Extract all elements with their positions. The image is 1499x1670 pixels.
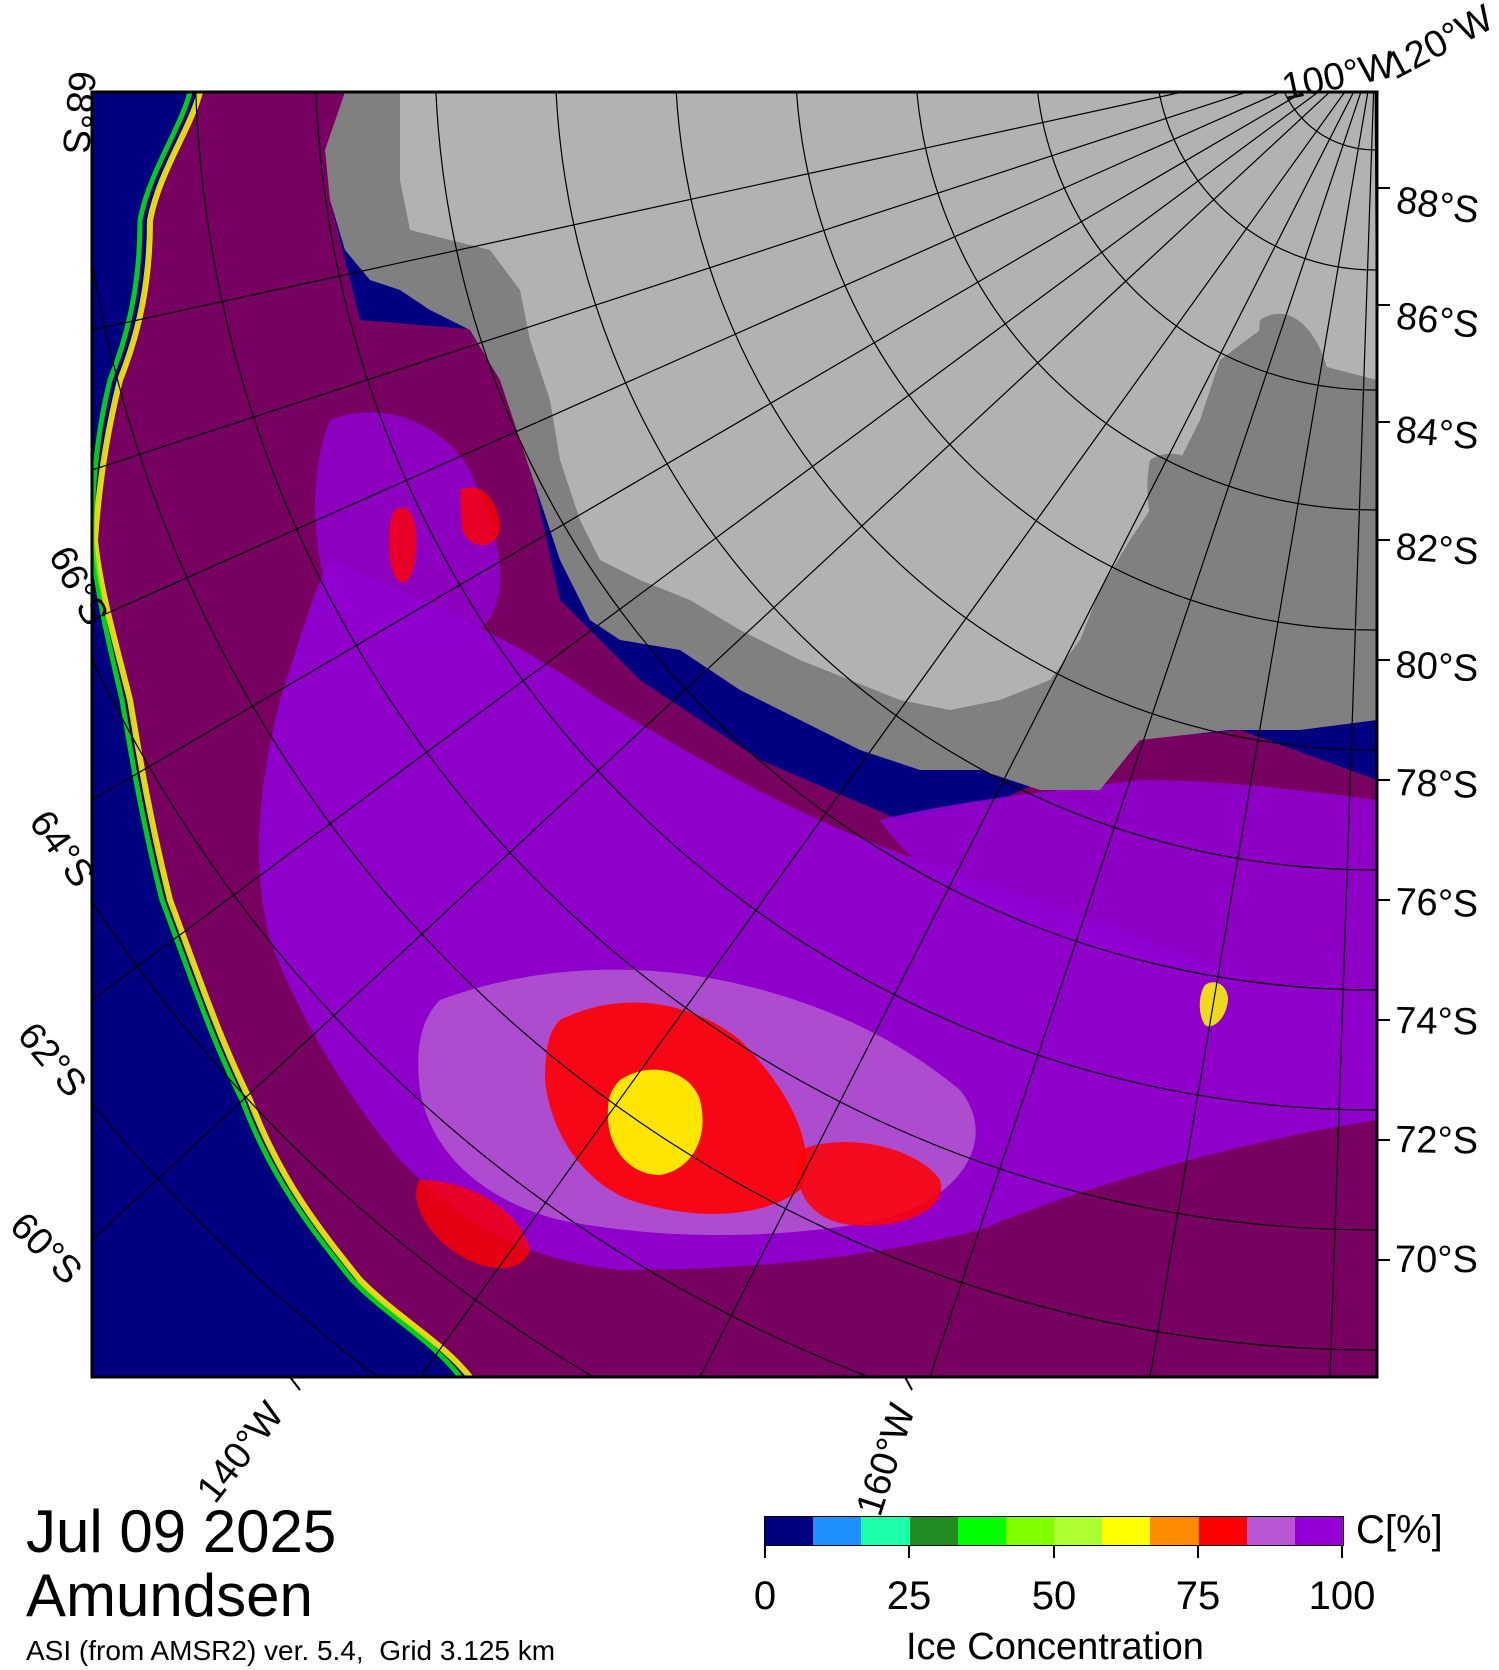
ice-edge-green (92, 92, 462, 1377)
colorbar-tickmark (1197, 1546, 1199, 1558)
colorbar-swatch (1054, 1517, 1103, 1545)
colorbar-swatch (1246, 1517, 1295, 1545)
colorbar-tickmark (764, 1546, 766, 1558)
lat-label-78: 78°S (1395, 762, 1479, 807)
land-ice-inlet (1147, 453, 1242, 592)
land-ice-inlet-b (1259, 313, 1332, 457)
lat-label-72: 72°S (1395, 1119, 1479, 1162)
ice-85-b (797, 1141, 942, 1226)
map-frame (90, 90, 1379, 1379)
ice-85-streak-b (460, 487, 500, 545)
lat-label-60: 60°S (2, 1205, 90, 1293)
lon-label-160w: 160°W (849, 1399, 924, 1521)
colorbar-swatch (861, 1517, 910, 1545)
lon-label-120w: 120°W (1380, 0, 1499, 88)
colorbar-swatch (957, 1517, 1006, 1545)
region-name: Amundsen (26, 1562, 313, 1629)
colorbar-swatch (1198, 1517, 1247, 1545)
lat-label-86: 86°S (1394, 295, 1481, 347)
colorbar-swatch (1005, 1517, 1055, 1545)
lat-label-64: 64°S (21, 803, 103, 895)
colorbar-unit: C[%] (1356, 1508, 1443, 1552)
ice-85-streak-a (388, 507, 417, 583)
colorbar-swatch (909, 1517, 958, 1545)
lat-label-80: 80°S (1395, 644, 1480, 690)
ice-75 (607, 1069, 703, 1175)
map-ticks (289, 187, 1390, 1391)
colorbar-tick-label: 100 (1308, 1574, 1376, 1618)
colorbar-swatch (765, 1517, 814, 1545)
lat-label-74: 74°S (1395, 1000, 1479, 1043)
ice-edge (92, 92, 473, 1377)
ice-75-b (1199, 982, 1228, 1027)
colorbar-tick-label: 75 (1175, 1574, 1221, 1618)
colorbar-tick-label: 25 (886, 1574, 932, 1618)
colorbar-tick-label: 50 (1031, 1574, 1077, 1618)
lat-label-68: 68°S (54, 69, 103, 155)
lat-label-82: 82°S (1394, 526, 1480, 574)
colorbar-swatch (1102, 1517, 1151, 1545)
ice-85-streak-c (416, 1180, 530, 1269)
data-source: ASI (from AMSR2) ver. 5.4, Grid 3.125 km (26, 1635, 556, 1666)
lat-label-62: 62°S (9, 1015, 94, 1105)
colorbar-tickmark (908, 1546, 910, 1558)
colorbar-swatch (1294, 1517, 1344, 1545)
colorbar-title: Ice Concentration (906, 1626, 1204, 1668)
colorbar-swatch (1150, 1517, 1199, 1545)
colorbar (764, 1516, 1344, 1546)
colorbar-tickmark (1053, 1546, 1055, 1558)
lat-label-84: 84°S (1394, 409, 1480, 458)
colorbar-tickmark (1341, 1546, 1343, 1558)
lat-label-70: 70°S (1395, 1239, 1478, 1281)
colorbar-tick-label: 0 (753, 1574, 777, 1618)
lat-label-88: 88°S (1394, 179, 1482, 232)
lon-label-140w: 140°W (189, 1394, 293, 1510)
ice-95-east (880, 780, 1377, 1000)
colorbar-swatch (813, 1517, 862, 1545)
map-date: Jul 09 2025 (26, 1498, 337, 1565)
land-ice (400, 92, 1377, 710)
lat-label-76: 76°S (1395, 881, 1479, 926)
